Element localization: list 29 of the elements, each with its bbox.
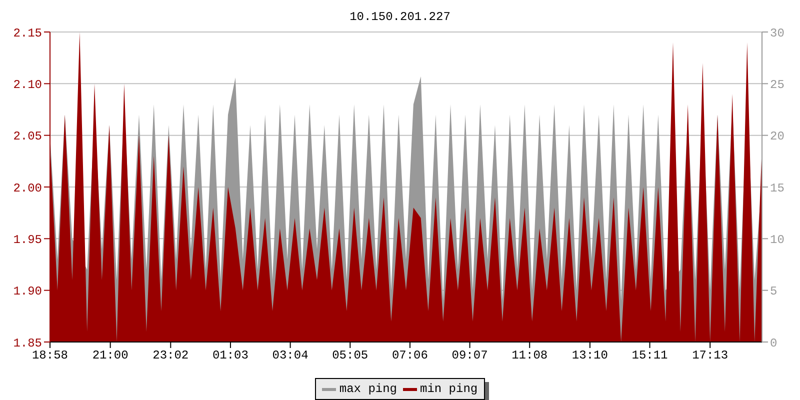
chart-title: 10.150.201.227 — [348, 9, 452, 26]
y2-tick-label: 15 — [770, 181, 784, 196]
x-tick-label: 11:08 — [512, 348, 548, 363]
y2-tick-label: 30 — [770, 26, 784, 40]
y2-tick-label: 20 — [770, 130, 784, 144]
y-tick-label: 1.90 — [13, 284, 42, 299]
y-tick-label: 1.85 — [13, 336, 42, 350]
y2-tick-label: 10 — [770, 232, 784, 247]
y-tick-label: 2.15 — [13, 26, 42, 40]
x-tick-label: 03:04 — [272, 348, 308, 363]
x-tick-label: 21:00 — [92, 348, 128, 363]
x-tick-label: 05:05 — [332, 348, 368, 363]
x-tick-label: 17:13 — [692, 348, 728, 363]
x-tick-label: 23:02 — [152, 348, 189, 363]
y-tick-label: 1.95 — [13, 232, 42, 247]
y2-tick-label: 5 — [770, 284, 778, 299]
x-tick-label: 18:58 — [32, 348, 68, 363]
y-tick-label: 2.05 — [13, 130, 42, 144]
x-tick-label: 15:11 — [632, 348, 668, 363]
x-tick-label: 01:03 — [212, 348, 248, 363]
x-tick-label: 13:10 — [572, 348, 608, 363]
y2-tick-label: 0 — [770, 336, 778, 350]
x-tick-label: 07:06 — [392, 348, 428, 363]
y2-tick-label: 25 — [770, 78, 784, 92]
legend-label: max ping — [338, 382, 397, 396]
legend-label: min ping — [419, 382, 478, 396]
x-tick-label: 09:07 — [452, 348, 488, 363]
y-tick-label: 2.10 — [13, 78, 42, 92]
y-tick-label: 2.00 — [13, 181, 42, 196]
